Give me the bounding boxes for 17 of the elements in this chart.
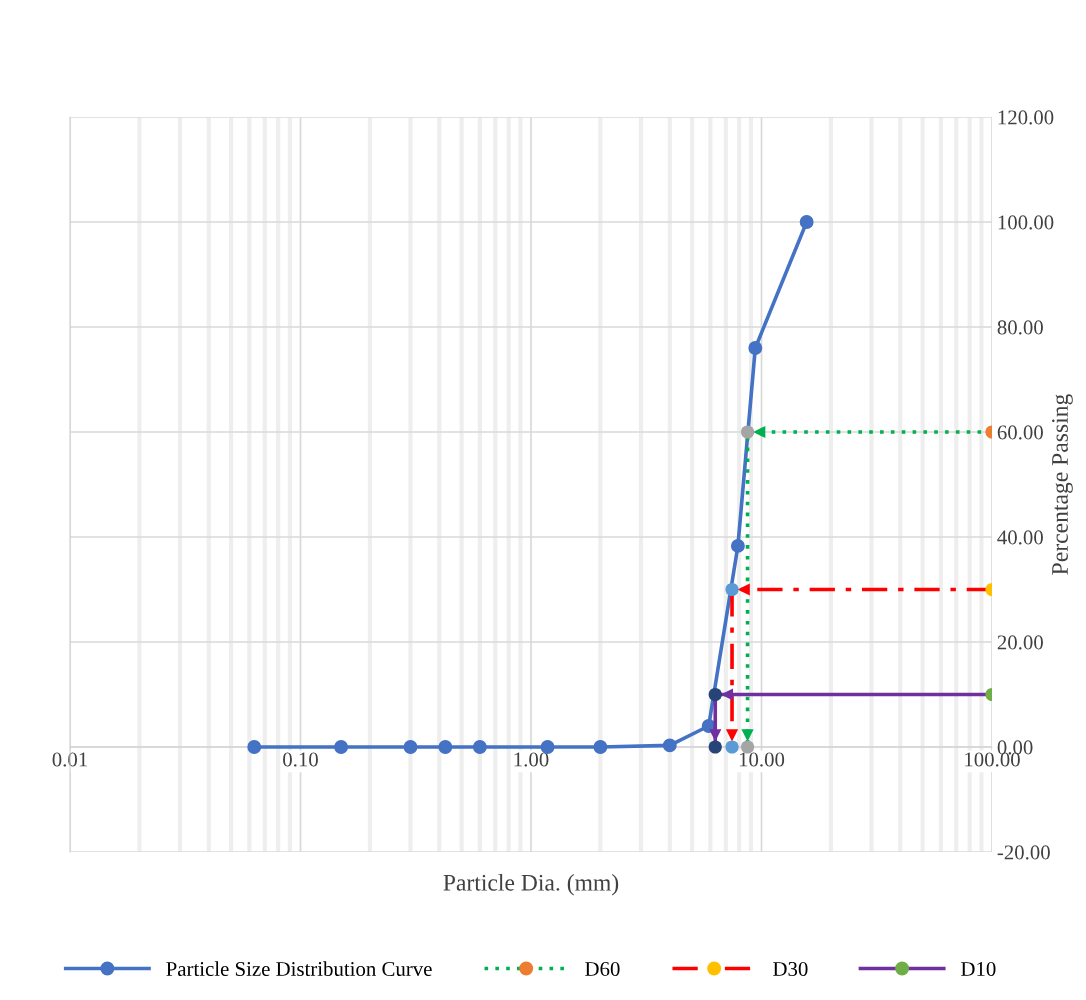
y-tick-label: 120.00	[998, 110, 1054, 125]
y-tick-label: 100.00	[998, 215, 1054, 230]
x-tick-label: 1.00	[514, 752, 549, 767]
y-tick-label: 80.00	[997, 320, 1043, 335]
x-tick-label: 0.01	[52, 752, 87, 767]
legend-label: D60	[585, 961, 620, 977]
y-tick-label: 20.00	[997, 635, 1043, 650]
x-axis-title: Particle Dia. (mm)	[443, 874, 619, 896]
y-tick-label: 40.00	[997, 530, 1043, 545]
y-tick-label: 60.00	[997, 425, 1043, 440]
legend-label: D10	[961, 961, 996, 977]
y-axis-title: Percentage Passing	[1052, 394, 1073, 575]
y-tick-label: -20.00	[997, 845, 1050, 860]
x-tick-label: 0.10	[283, 752, 318, 767]
legend-label: D30	[773, 961, 808, 977]
legend-label: Particle Size Distribution Curve	[166, 961, 432, 977]
x-tick-label: 10.00	[739, 752, 785, 767]
